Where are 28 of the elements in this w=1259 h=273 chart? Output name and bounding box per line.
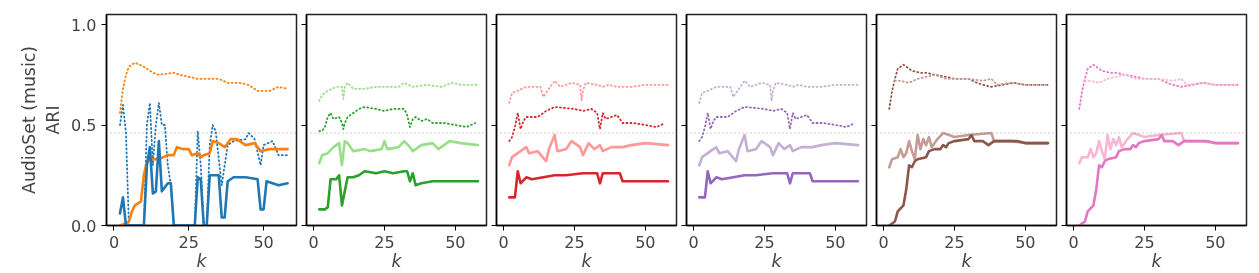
x-tick-label: 0 bbox=[878, 232, 889, 252]
x-tick-label: 0 bbox=[1068, 232, 1079, 252]
x-tick-label: 0 bbox=[108, 232, 120, 252]
y-axis-title: AudioSet (music) ARI bbox=[19, 46, 64, 194]
x-tick-label: 25 bbox=[944, 232, 965, 252]
x-tick-label: 25 bbox=[178, 232, 199, 252]
x-tick-label: 25 bbox=[1134, 232, 1155, 252]
x-tick-label: 25 bbox=[564, 232, 585, 252]
x-axis-title: k bbox=[771, 250, 783, 271]
x-tick-label: 25 bbox=[374, 232, 395, 252]
y-tick-label: 0.0 bbox=[71, 216, 97, 236]
x-tick-label: 25 bbox=[754, 232, 775, 252]
y-tick-label: 1.0 bbox=[71, 15, 97, 35]
x-axis-title: k bbox=[1151, 250, 1163, 271]
y-tick-label: 0.5 bbox=[71, 116, 97, 136]
x-tick-label: 0 bbox=[498, 232, 509, 252]
x-tick-label: 50 bbox=[1015, 232, 1036, 252]
x-tick-label: 50 bbox=[1205, 232, 1226, 252]
x-axis-title: k bbox=[961, 250, 973, 271]
x-tick-label: 0 bbox=[308, 232, 319, 252]
x-tick-label: 50 bbox=[825, 232, 846, 252]
x-tick-label: 50 bbox=[635, 232, 656, 252]
x-tick-label: 50 bbox=[445, 232, 466, 252]
x-axis-title: k bbox=[391, 250, 403, 271]
x-tick-label: 50 bbox=[253, 232, 274, 252]
x-axis-title: k bbox=[581, 250, 593, 271]
x-tick-label: 0 bbox=[688, 232, 699, 252]
x-axis-title: k bbox=[196, 250, 208, 271]
